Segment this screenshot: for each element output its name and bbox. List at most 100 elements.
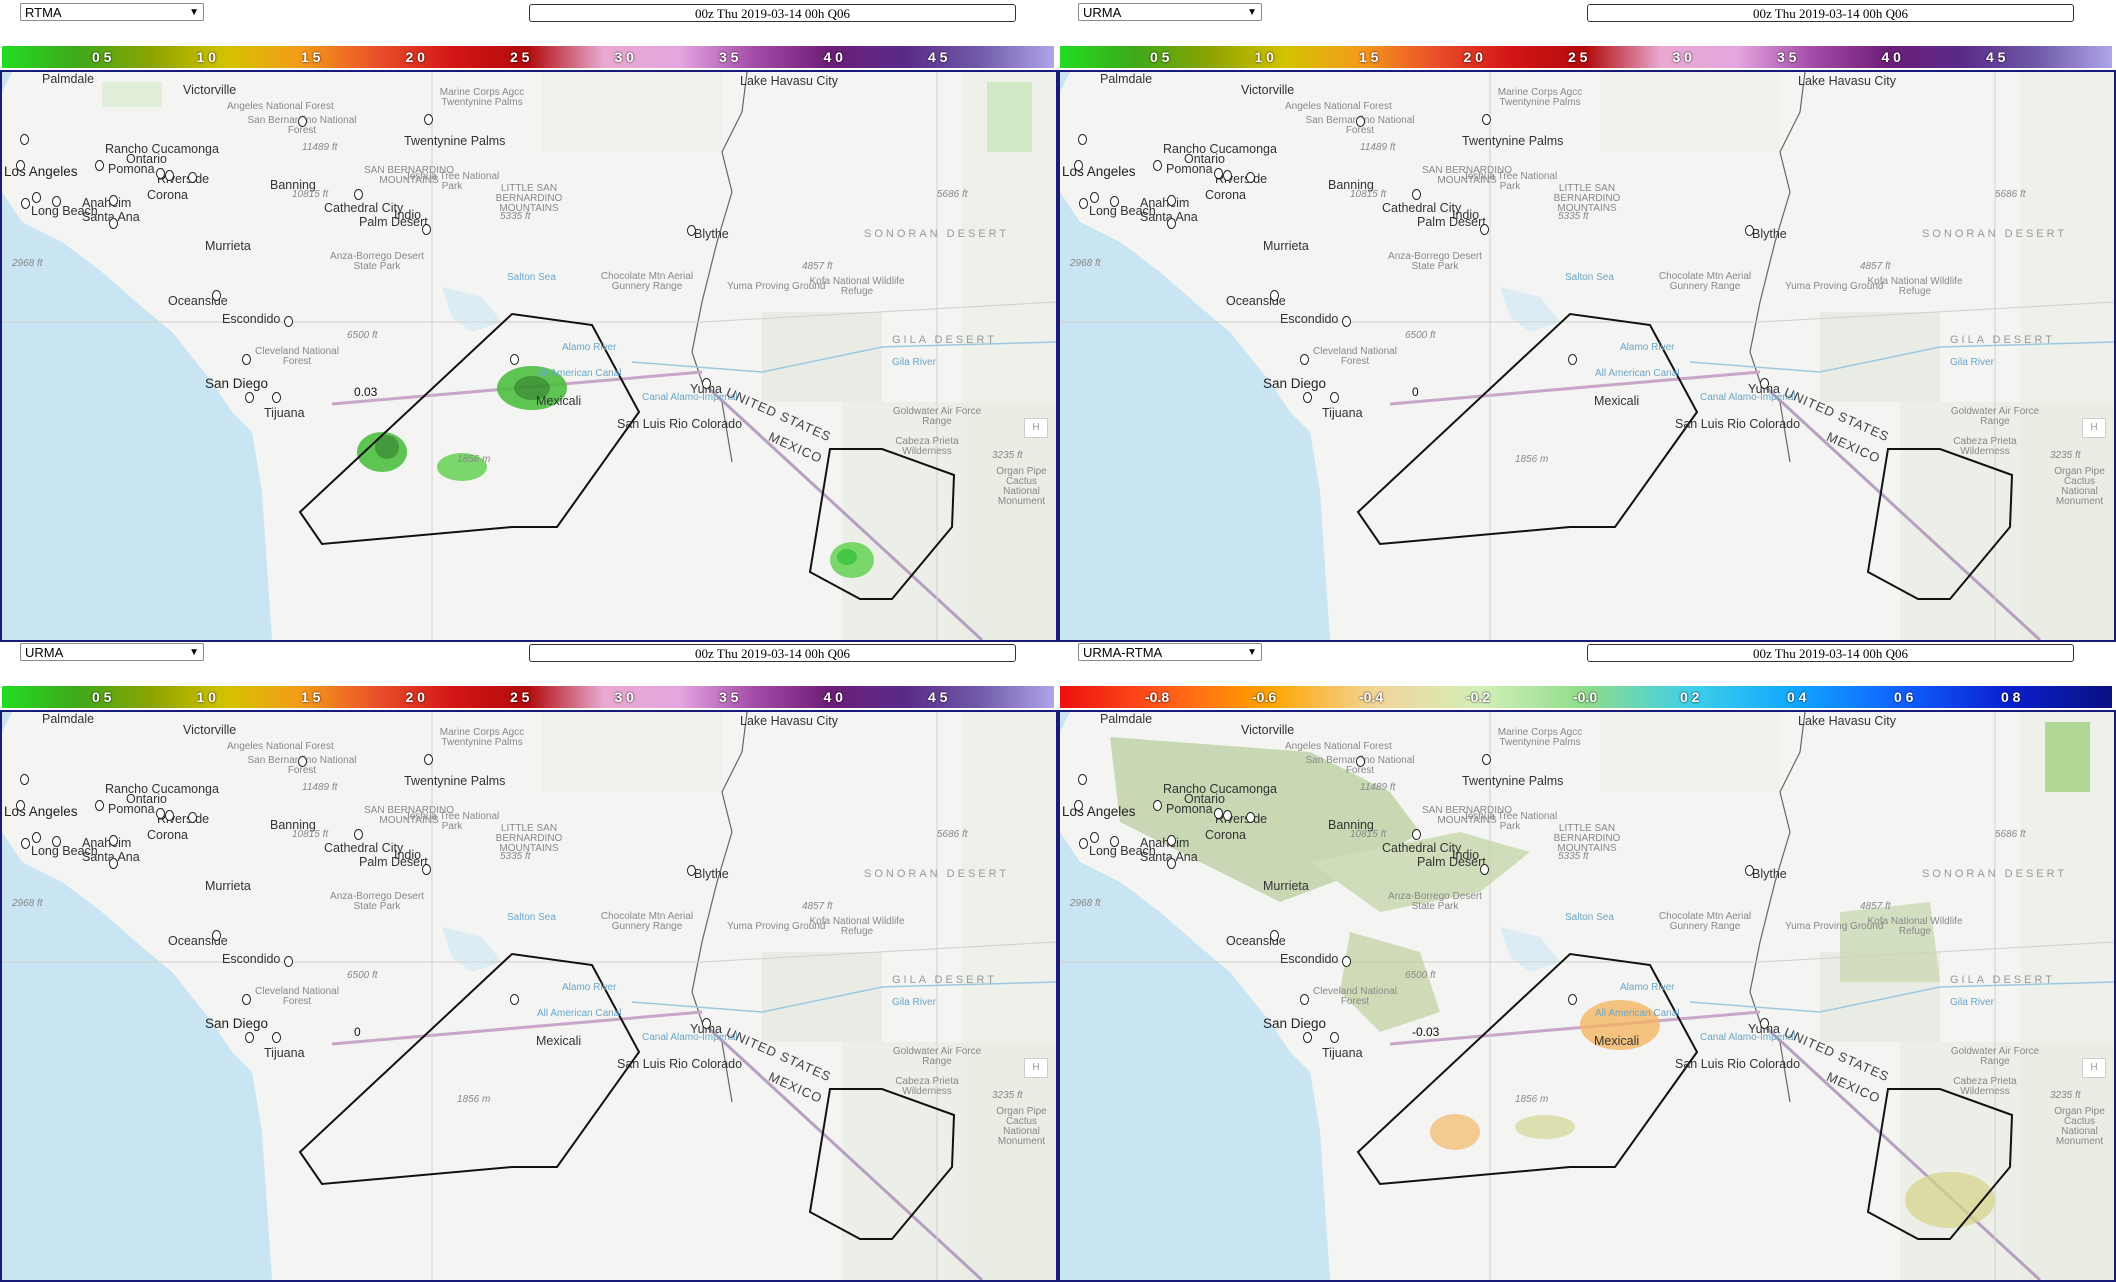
station-marker[interactable] <box>95 160 104 171</box>
station-marker[interactable] <box>245 1032 254 1043</box>
station-marker[interactable] <box>245 392 254 403</box>
station-marker[interactable] <box>687 225 696 236</box>
station-marker[interactable] <box>510 994 519 1005</box>
product-select[interactable]: RTMA ▼ <box>20 3 204 21</box>
station-marker[interactable] <box>1568 354 1577 365</box>
station-marker[interactable] <box>424 114 433 125</box>
product-select[interactable]: URMA ▼ <box>1078 3 1262 21</box>
station-marker[interactable] <box>16 800 25 811</box>
station-marker[interactable] <box>1568 994 1577 1005</box>
station-marker[interactable] <box>1270 930 1279 941</box>
datetime-field[interactable]: 00z Thu 2019-03-14 00h Q06 <box>529 644 1016 662</box>
station-marker[interactable] <box>1760 1018 1769 1029</box>
station-marker[interactable] <box>1090 192 1099 203</box>
station-marker[interactable] <box>16 160 25 171</box>
datetime-field[interactable]: 00z Thu 2019-03-14 00h Q06 <box>1587 644 2074 662</box>
datetime-field[interactable]: 00z Thu 2019-03-14 00h Q06 <box>529 4 1016 22</box>
station-marker[interactable] <box>109 218 118 229</box>
station-marker[interactable] <box>52 196 61 207</box>
station-marker[interactable] <box>1412 829 1421 840</box>
station-marker[interactable] <box>702 1018 711 1029</box>
station-marker[interactable] <box>1153 160 1162 171</box>
map-view[interactable]: Victorville Rancho Cucamonga Ontario Pomona… <box>1058 70 2116 642</box>
station-marker[interactable] <box>32 832 41 843</box>
station-marker[interactable] <box>1482 754 1491 765</box>
station-marker[interactable] <box>298 756 307 767</box>
station-marker[interactable] <box>1356 756 1365 767</box>
station-marker[interactable] <box>1223 170 1232 181</box>
map-view[interactable]: Victorville Rancho Cucamonga Ontario Pomona… <box>0 70 1058 642</box>
station-marker[interactable] <box>424 754 433 765</box>
station-marker[interactable] <box>422 224 431 235</box>
station-marker[interactable] <box>1482 114 1491 125</box>
product-select[interactable]: URMA-RTMA ▼ <box>1078 643 1262 661</box>
station-marker[interactable] <box>687 865 696 876</box>
station-marker[interactable] <box>1167 858 1176 869</box>
station-marker[interactable] <box>1300 994 1309 1005</box>
station-marker[interactable] <box>21 198 30 209</box>
station-marker[interactable] <box>1078 134 1087 145</box>
station-marker[interactable] <box>1300 354 1309 365</box>
station-marker[interactable] <box>1214 808 1223 819</box>
station-marker[interactable] <box>1167 835 1176 846</box>
station-marker[interactable] <box>1480 864 1489 875</box>
station-marker[interactable] <box>1074 800 1083 811</box>
station-marker[interactable] <box>109 195 118 206</box>
station-marker[interactable] <box>298 116 307 127</box>
station-marker[interactable] <box>52 836 61 847</box>
station-marker[interactable] <box>1412 189 1421 200</box>
station-marker[interactable] <box>1078 774 1087 785</box>
station-marker[interactable] <box>212 290 221 301</box>
station-marker[interactable] <box>1110 196 1119 207</box>
station-marker[interactable] <box>1760 378 1769 389</box>
station-marker[interactable] <box>284 956 293 967</box>
home-button[interactable]: H <box>1024 1058 1048 1078</box>
home-button[interactable]: H <box>1024 418 1048 438</box>
station-marker[interactable] <box>109 835 118 846</box>
station-marker[interactable] <box>1110 836 1119 847</box>
station-marker[interactable] <box>1167 218 1176 229</box>
station-marker[interactable] <box>1246 172 1255 183</box>
station-marker[interactable] <box>1745 225 1754 236</box>
station-marker[interactable] <box>242 994 251 1005</box>
station-marker[interactable] <box>422 864 431 875</box>
station-marker[interactable] <box>1223 810 1232 821</box>
station-marker[interactable] <box>188 172 197 183</box>
station-marker[interactable] <box>156 808 165 819</box>
station-marker[interactable] <box>1356 116 1365 127</box>
station-marker[interactable] <box>1153 800 1162 811</box>
datetime-field[interactable]: 00z Thu 2019-03-14 00h Q06 <box>1587 4 2074 22</box>
station-marker[interactable] <box>32 192 41 203</box>
station-marker[interactable] <box>272 392 281 403</box>
station-marker[interactable] <box>1167 195 1176 206</box>
station-marker[interactable] <box>1303 1032 1312 1043</box>
station-marker[interactable] <box>109 858 118 869</box>
station-marker[interactable] <box>242 354 251 365</box>
station-marker[interactable] <box>1745 865 1754 876</box>
station-marker[interactable] <box>212 930 221 941</box>
station-marker[interactable] <box>284 316 293 327</box>
home-button[interactable]: H <box>2082 1058 2106 1078</box>
station-marker[interactable] <box>1246 812 1255 823</box>
station-marker[interactable] <box>1214 168 1223 179</box>
station-marker[interactable] <box>702 378 711 389</box>
station-marker[interactable] <box>354 189 363 200</box>
station-marker[interactable] <box>1330 1032 1339 1043</box>
map-view[interactable]: Victorville Rancho Cucamonga Ontario Pomona… <box>0 710 1058 1282</box>
station-marker[interactable] <box>188 812 197 823</box>
station-marker[interactable] <box>1090 832 1099 843</box>
station-marker[interactable] <box>1270 290 1279 301</box>
station-marker[interactable] <box>156 168 165 179</box>
station-marker[interactable] <box>272 1032 281 1043</box>
station-marker[interactable] <box>1079 838 1088 849</box>
home-button[interactable]: H <box>2082 418 2106 438</box>
station-marker[interactable] <box>20 774 29 785</box>
station-marker[interactable] <box>21 838 30 849</box>
station-marker[interactable] <box>1342 956 1351 967</box>
station-marker[interactable] <box>165 810 174 821</box>
station-marker[interactable] <box>1074 160 1083 171</box>
station-marker[interactable] <box>510 354 519 365</box>
station-marker[interactable] <box>354 829 363 840</box>
station-marker[interactable] <box>1342 316 1351 327</box>
station-marker[interactable] <box>1303 392 1312 403</box>
